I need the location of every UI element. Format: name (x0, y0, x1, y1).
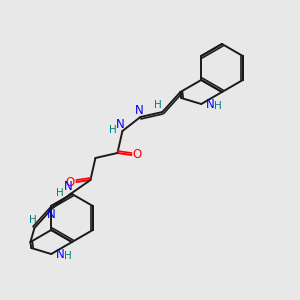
Text: O: O (66, 176, 75, 188)
Text: H: H (109, 125, 116, 135)
Text: H: H (28, 215, 36, 225)
Text: N: N (64, 181, 73, 194)
Text: H: H (64, 251, 72, 261)
Text: N: N (135, 103, 144, 116)
Text: O: O (133, 148, 142, 161)
Text: N: N (206, 98, 214, 110)
Text: H: H (154, 100, 161, 110)
Text: N: N (47, 208, 56, 221)
Text: N: N (116, 118, 125, 130)
Text: H: H (214, 101, 222, 111)
Text: N: N (56, 248, 64, 260)
Text: H: H (56, 188, 63, 198)
